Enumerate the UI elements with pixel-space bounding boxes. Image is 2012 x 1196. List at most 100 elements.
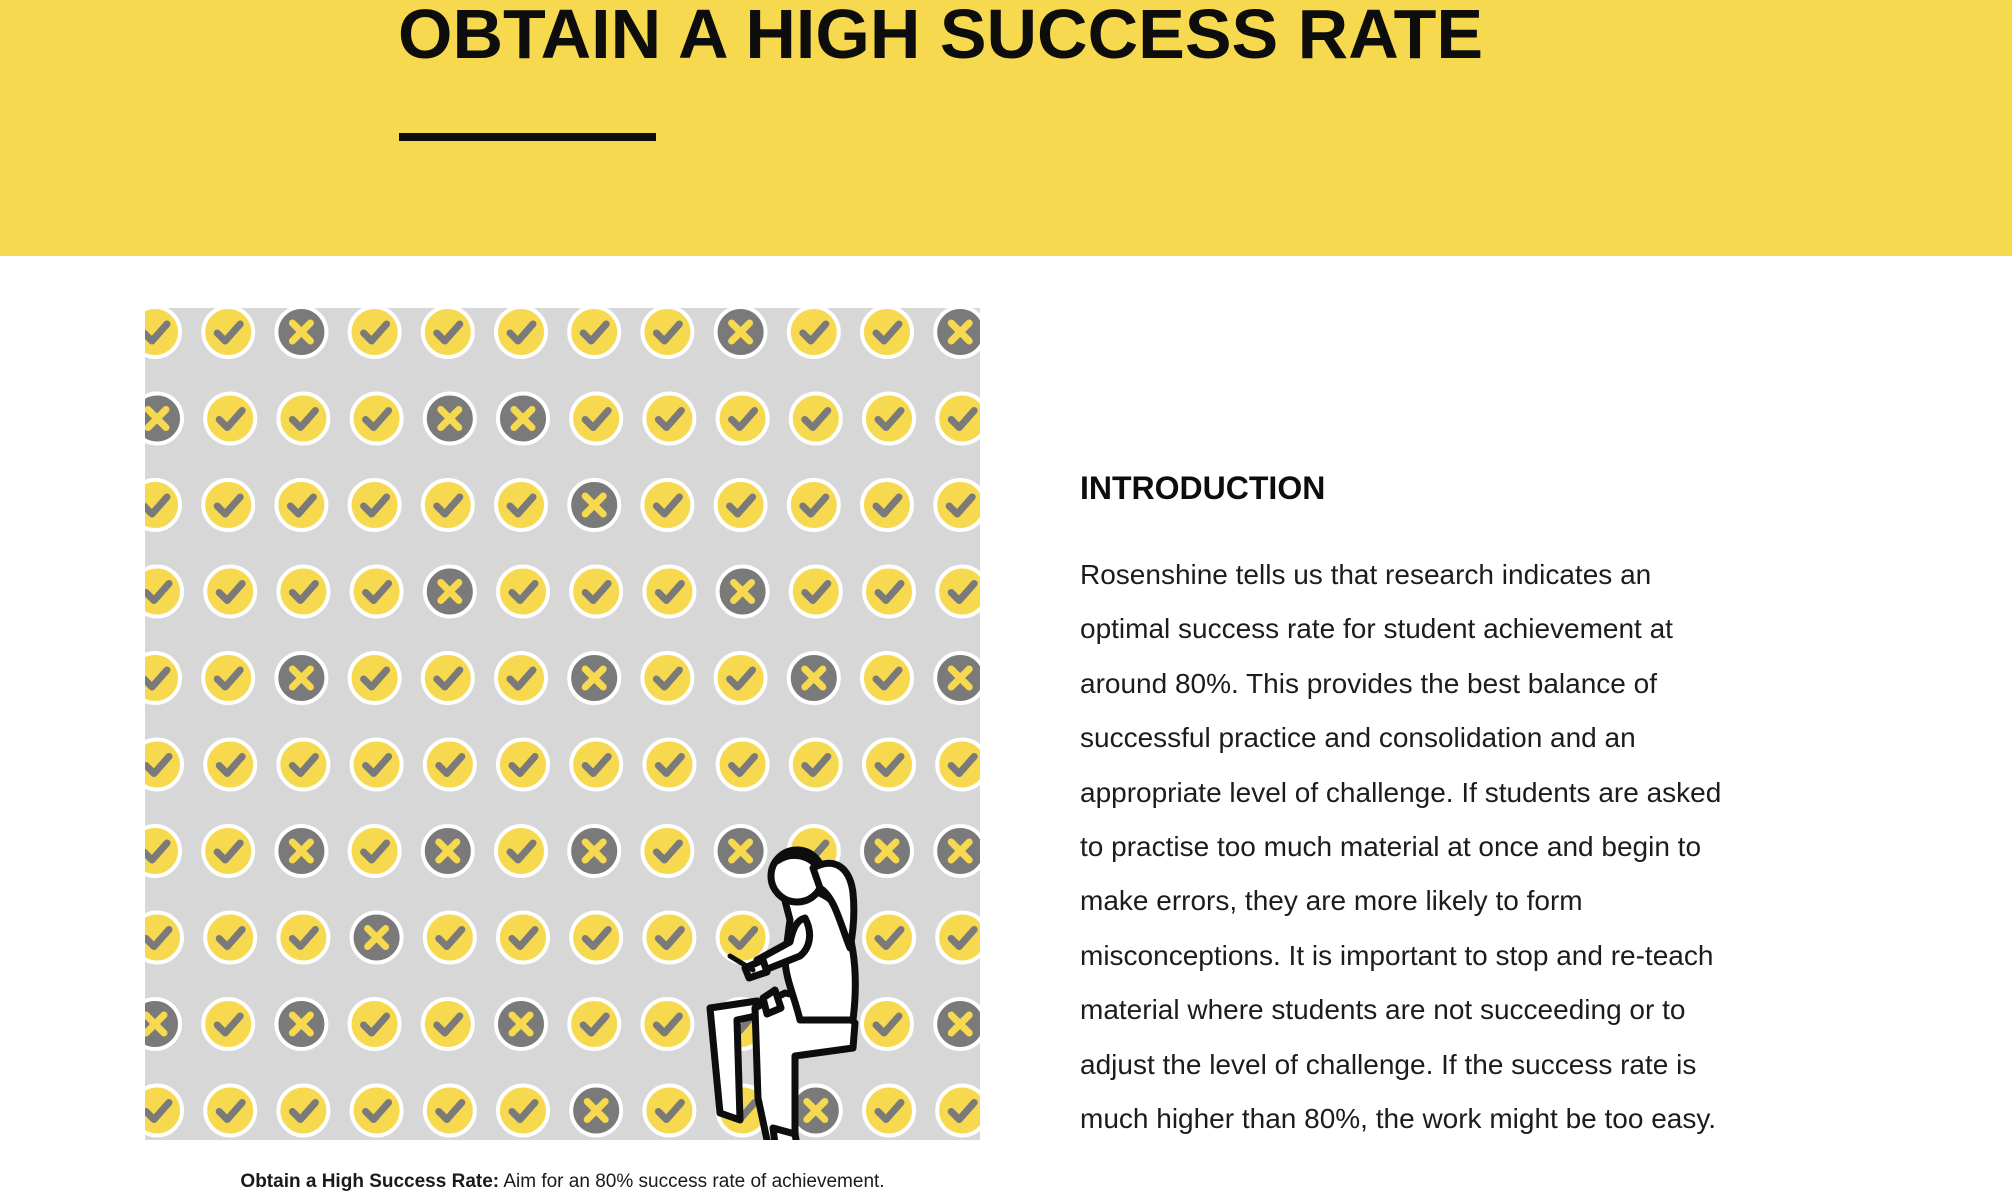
check-icon bbox=[201, 824, 256, 878]
check-icon bbox=[276, 564, 331, 619]
check-icon bbox=[276, 1083, 331, 1138]
cross-icon bbox=[713, 308, 768, 359]
check-icon bbox=[715, 737, 770, 792]
check-icon bbox=[640, 478, 695, 532]
check-icon bbox=[347, 478, 402, 532]
cross-icon bbox=[349, 910, 404, 965]
check-icon bbox=[349, 1083, 404, 1138]
check-icon bbox=[788, 391, 843, 446]
check-icon bbox=[862, 737, 916, 792]
check-icon bbox=[422, 737, 477, 792]
cross-icon bbox=[274, 308, 329, 359]
check-icon bbox=[642, 391, 697, 446]
check-icon bbox=[569, 391, 624, 446]
check-icon bbox=[420, 997, 475, 1051]
check-icon bbox=[203, 910, 258, 965]
check-icon bbox=[862, 391, 916, 446]
check-icon bbox=[569, 564, 624, 619]
check-icon bbox=[494, 651, 548, 705]
check-icon bbox=[862, 564, 916, 619]
check-icon bbox=[349, 564, 404, 619]
caption-text: Aim for an 80% success rate of achieveme… bbox=[499, 1171, 885, 1192]
caption-label: Obtain a High Success Rate: bbox=[240, 1171, 500, 1192]
check-icon bbox=[145, 910, 184, 965]
check-icon bbox=[567, 308, 622, 359]
check-icon bbox=[201, 997, 256, 1051]
illustration-canvas bbox=[145, 308, 980, 1140]
check-icon bbox=[201, 308, 256, 359]
check-icon bbox=[715, 391, 770, 446]
check-icon bbox=[349, 391, 404, 446]
check-icon bbox=[203, 737, 258, 792]
check-icon bbox=[935, 1083, 980, 1138]
check-icon bbox=[494, 824, 548, 878]
check-icon bbox=[145, 308, 182, 359]
check-icon bbox=[494, 478, 548, 532]
check-icon bbox=[567, 997, 622, 1051]
check-icon bbox=[642, 564, 697, 619]
cross-icon bbox=[713, 824, 768, 878]
cross-icon bbox=[274, 651, 329, 705]
check-icon bbox=[642, 910, 697, 965]
check-icon bbox=[569, 737, 624, 792]
cross-icon bbox=[567, 824, 622, 878]
check-icon bbox=[422, 910, 477, 965]
check-icon bbox=[276, 737, 331, 792]
cross-icon bbox=[567, 478, 622, 532]
success-rate-illustration bbox=[145, 308, 980, 1140]
check-icon bbox=[420, 651, 475, 705]
cross-icon bbox=[496, 391, 550, 446]
check-icon bbox=[862, 910, 916, 965]
check-icon bbox=[145, 824, 182, 878]
check-icon bbox=[640, 824, 695, 878]
check-icon bbox=[642, 737, 697, 792]
seated-student-writing-icon bbox=[706, 846, 859, 1140]
cross-icon bbox=[715, 564, 770, 619]
cross-icon bbox=[422, 564, 477, 619]
cross-icon bbox=[569, 1083, 624, 1138]
check-icon bbox=[713, 651, 768, 705]
check-icon bbox=[145, 651, 182, 705]
check-icon bbox=[788, 564, 843, 619]
check-icon bbox=[935, 910, 980, 965]
section-body-text: Rosenshine tells us that research indica… bbox=[1080, 559, 1722, 1135]
cross-icon bbox=[933, 651, 980, 705]
check-icon bbox=[860, 478, 914, 532]
check-icon bbox=[347, 651, 402, 705]
check-icon bbox=[786, 308, 841, 359]
page-hero-banner: OBTAIN A HIGH SUCCESS RATE bbox=[0, 0, 2012, 256]
check-icon bbox=[203, 564, 258, 619]
check-icon bbox=[274, 478, 329, 532]
check-icon bbox=[935, 737, 980, 792]
check-icon bbox=[203, 391, 258, 446]
check-icon bbox=[145, 564, 184, 619]
check-icon bbox=[935, 564, 980, 619]
check-icon bbox=[145, 1083, 184, 1138]
check-icon bbox=[347, 824, 402, 878]
check-icon bbox=[860, 308, 914, 359]
check-icon bbox=[860, 651, 914, 705]
check-icon bbox=[496, 564, 550, 619]
check-icon bbox=[935, 391, 980, 446]
cross-icon bbox=[933, 997, 980, 1051]
cross-icon bbox=[567, 651, 622, 705]
check-icon bbox=[201, 651, 256, 705]
cross-icon bbox=[933, 308, 980, 359]
check-icon bbox=[933, 478, 980, 532]
check-icon bbox=[640, 308, 695, 359]
check-icon bbox=[713, 478, 768, 532]
check-icon bbox=[862, 1083, 916, 1138]
check-icon bbox=[347, 997, 402, 1051]
check-icon bbox=[420, 478, 475, 532]
check-icon bbox=[145, 737, 184, 792]
check-icon bbox=[347, 308, 402, 359]
check-icon bbox=[640, 997, 695, 1051]
check-icon bbox=[860, 997, 914, 1051]
check-icon bbox=[494, 308, 548, 359]
cross-icon bbox=[494, 997, 548, 1051]
title-underline-divider bbox=[399, 133, 656, 141]
cross-icon bbox=[788, 1083, 843, 1138]
check-icon bbox=[788, 737, 843, 792]
cross-icon bbox=[420, 824, 475, 878]
check-icon bbox=[276, 391, 331, 446]
